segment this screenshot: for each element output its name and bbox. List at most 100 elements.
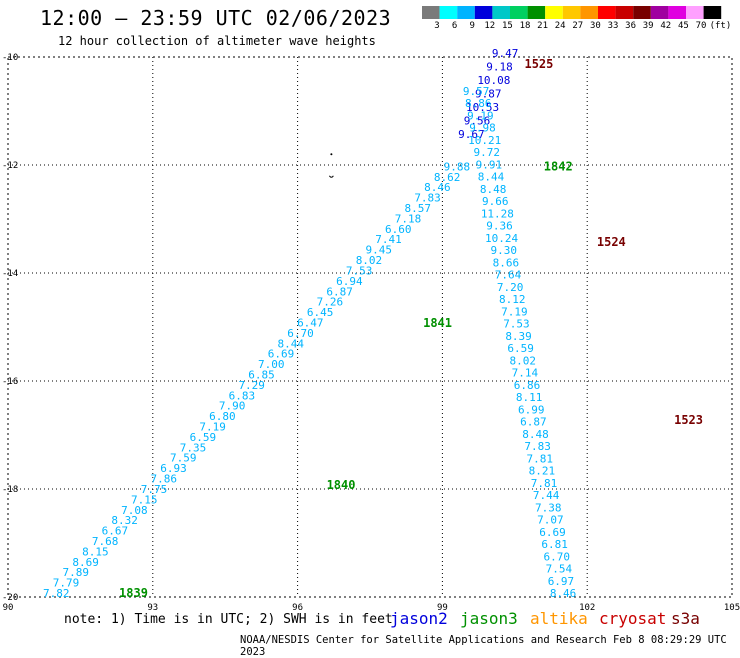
plot-frame: [7, 56, 733, 598]
wave-height-value: 6.60: [385, 223, 412, 236]
footer-note: note: 1) Time is in UTC; 2) SWH is in fe…: [64, 612, 393, 627]
colorbar-tick-label: 39: [642, 21, 654, 31]
satellite-legend-s3a: s3a: [671, 609, 700, 628]
wave-height-value: 6.47: [297, 316, 324, 329]
wave-height-value: 7.79: [53, 577, 80, 590]
colorbar-tick-label: 6: [451, 21, 458, 31]
colorbar-tick-label: 70: [695, 21, 707, 31]
colorbar-tick-label: 3: [434, 21, 440, 31]
y-tick-label: -20: [2, 593, 18, 603]
y-tick-label: -16: [2, 377, 18, 387]
wave-height-value: 9.67: [458, 128, 485, 141]
wave-height-value: 7.81: [531, 477, 558, 490]
wave-height-value: 8.12: [499, 293, 526, 306]
wave-height-value: 9.19: [467, 109, 494, 122]
x-tick-label: 93: [147, 603, 158, 613]
wave-height-value: 9.18: [486, 61, 513, 74]
wave-height-value: 10.08: [477, 74, 510, 87]
wave-height-value: 8.57: [405, 202, 432, 215]
colorbar-swatch: [422, 6, 440, 19]
wave-height-value: 9.88: [444, 160, 471, 173]
wave-height-value: 7.44: [533, 489, 560, 502]
x-tick-label: 90: [3, 603, 14, 613]
colorbar-tick-label: 30: [589, 21, 601, 31]
wave-height-value: 9.45: [365, 244, 392, 257]
colorbar-swatch: [439, 6, 458, 19]
wave-height-value: 7.81: [527, 452, 554, 465]
x-tick-label: 96: [292, 603, 303, 613]
wave-height-value: 7.08: [121, 504, 148, 517]
y-tick-label: -10: [2, 53, 18, 63]
wave-height-value: 8.48: [522, 428, 549, 441]
time-label: 1525: [524, 57, 553, 71]
island-dot: [330, 153, 333, 156]
wave-height-value: 8.66: [493, 256, 520, 269]
y-tick-label: -12: [2, 161, 18, 171]
wave-height-value: 7.83: [414, 192, 441, 205]
wave-height-value: 6.59: [190, 431, 217, 444]
wave-height-value: 6.80: [209, 410, 236, 423]
wave-height-value: 7.89: [63, 566, 90, 579]
wave-height-value: 6.45: [307, 306, 334, 319]
wave-height-value: 7.59: [170, 452, 197, 465]
wave-height-value: 8.46: [550, 587, 577, 600]
wave-height-value: 9.30: [490, 244, 517, 257]
wave-height-value: 6.87: [520, 416, 547, 429]
wave-height-value: 8.11: [516, 391, 543, 404]
colorbar-tick-label: 33: [607, 21, 619, 31]
colorbar-swatch: [650, 6, 669, 19]
wave-height-value: 7.53: [503, 318, 530, 331]
x-tick-label: 102: [579, 603, 595, 613]
time-label: 1523: [674, 413, 703, 427]
colorbar-swatch: [562, 6, 581, 19]
wave-height-value: 7.26: [317, 296, 344, 309]
wave-height-value: 6.93: [160, 462, 187, 475]
colorbar-tick-label: 42: [660, 21, 672, 31]
colorbar-swatch: [492, 6, 510, 19]
wave-height-value: 7.20: [497, 281, 524, 294]
wave-height-value: 7.53: [346, 264, 373, 277]
colorbar-tick-label: 36: [625, 21, 637, 31]
wave-height-value: 7.64: [495, 269, 522, 282]
wave-height-value: 6.86: [514, 379, 541, 392]
colorbar-swatch: [527, 6, 546, 19]
y-tick-label: -18: [2, 485, 18, 495]
chart-title: 12:00 – 23:59 UTC 02/06/2023: [40, 6, 392, 30]
colorbar-tick-label: 21: [537, 21, 549, 31]
satellite-legend-jason3: jason3: [460, 609, 518, 628]
colorbar-tick-label: 9: [469, 21, 475, 31]
colorbar-swatch: [686, 6, 704, 19]
wave-height-value: 8.86: [465, 97, 492, 110]
wave-height-value: 8.69: [72, 556, 99, 569]
wave-height-value: 7.83: [524, 440, 551, 453]
wave-height-value: 9.56: [464, 115, 491, 128]
wave-height-value: 6.69: [268, 348, 295, 361]
wave-height-value: 6.85: [248, 368, 275, 381]
x-tick-label: 99: [437, 603, 448, 613]
wave-height-value: 8.62: [434, 171, 461, 184]
wave-height-value: 6.59: [507, 342, 534, 355]
wave-height-value: 8.02: [356, 254, 383, 267]
wave-height-value: 7.00: [258, 358, 285, 371]
wave-height-value: 8.15: [82, 545, 109, 558]
time-label: 1840: [327, 478, 356, 492]
colorbar-tick-label: 15: [501, 21, 513, 31]
time-label: 1841: [423, 316, 452, 330]
colorbar-swatch: [457, 6, 475, 19]
wave-height-value: 7.41: [375, 233, 402, 246]
wave-height-value: 7.15: [131, 493, 158, 506]
wave-height-value: 7.54: [546, 563, 573, 576]
wave-height-value: 7.82: [43, 587, 70, 600]
wave-height-value: 8.21: [529, 465, 556, 478]
x-tick-label: 105: [724, 603, 740, 613]
colorbar-tick-label: 27: [572, 21, 584, 31]
wave-height-value: 6.99: [518, 403, 545, 416]
wave-height-value: 8.02: [510, 354, 537, 367]
colorbar-swatch: [703, 6, 722, 19]
wave-height-value: 7.07: [537, 514, 564, 527]
footer-credit: NOAA/NESDIS Center for Satellite Applica…: [240, 634, 727, 658]
chart-subtitle: 12 hour collection of altimeter wave hei…: [58, 34, 376, 48]
colorbar-tick-label: 24: [554, 21, 566, 31]
colorbar-swatch: [615, 6, 634, 19]
